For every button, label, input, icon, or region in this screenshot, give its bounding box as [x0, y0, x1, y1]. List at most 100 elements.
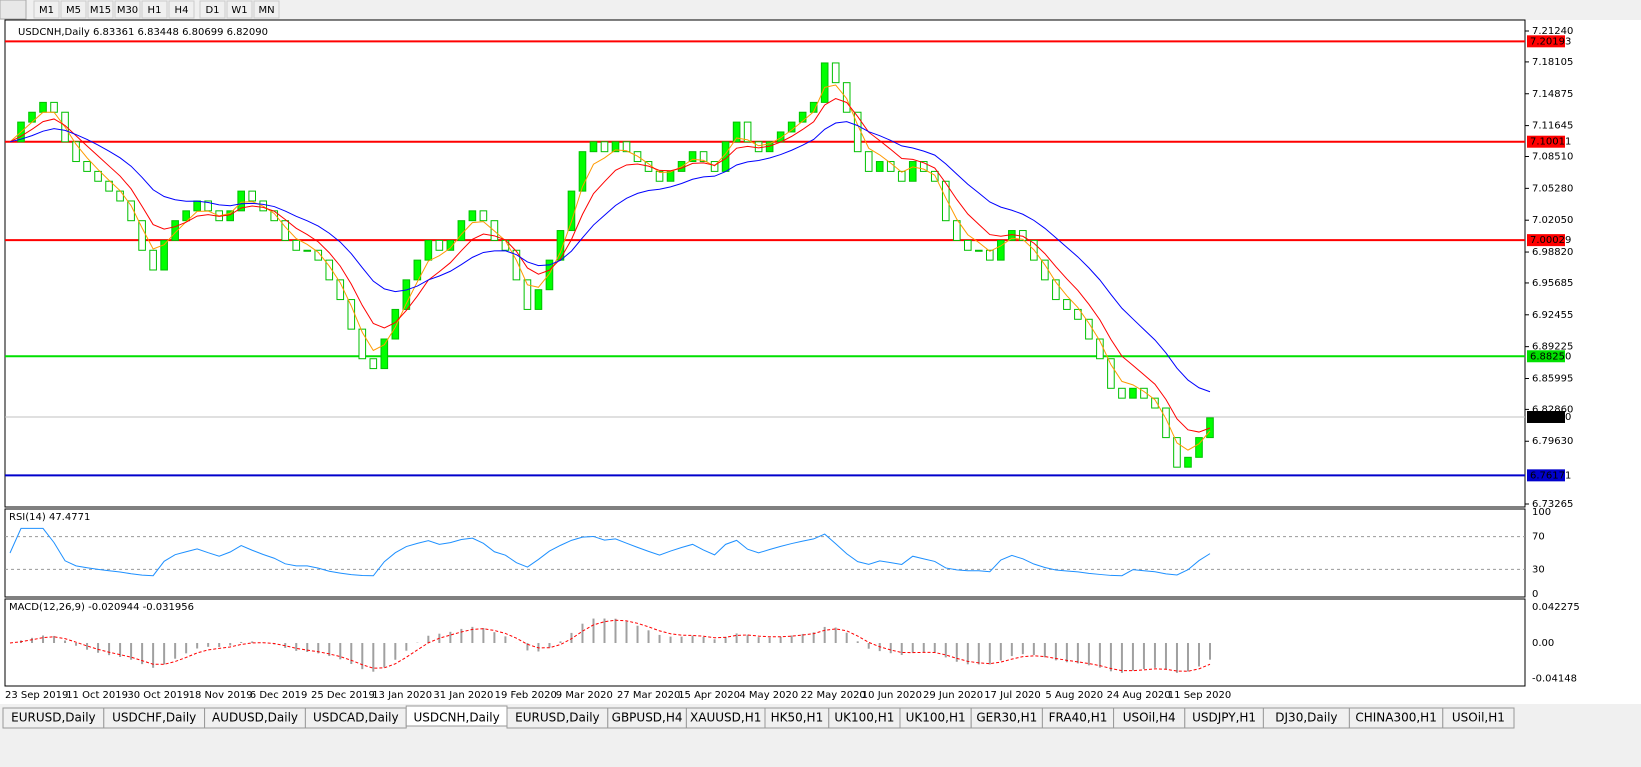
x-tick-label: 27 Mar 2020	[617, 690, 680, 701]
level-label: 6.88250	[1530, 351, 1571, 362]
candle	[402, 279, 411, 310]
y-tick-label: 7.11645	[1532, 121, 1573, 132]
candle	[600, 141, 609, 153]
candle	[699, 151, 708, 163]
y-tick-label: 6.89225	[1532, 342, 1573, 353]
x-tick-label: 23 Sep 2019	[5, 690, 68, 701]
rsi-line	[9, 527, 1211, 577]
candle	[94, 170, 102, 182]
x-tick-label: 31 Jan 2020	[433, 690, 493, 701]
rsi-panel	[4, 508, 1526, 598]
tab-label: EURUSD,Daily	[515, 711, 600, 725]
x-tick-label: 5 Aug 2020	[1045, 690, 1103, 701]
y-tick-label: 0.00	[1532, 638, 1554, 649]
candle	[1129, 387, 1137, 399]
timeframe-button[interactable]	[253, 0, 280, 19]
y-tick-label: 6.82860	[1532, 404, 1573, 415]
candle	[248, 190, 257, 202]
candle	[743, 121, 752, 143]
candle	[116, 190, 124, 202]
candle	[105, 180, 113, 192]
candle	[413, 259, 422, 281]
tab-label: USDCAD,Daily	[313, 711, 399, 725]
candle	[710, 161, 719, 172]
level-label-box	[1527, 234, 1565, 247]
candle	[1041, 259, 1049, 281]
timeframe-label: M5	[66, 5, 81, 16]
y-tick-label: 6.85995	[1532, 373, 1573, 384]
candle	[611, 141, 620, 153]
level-label: 7.20193	[1530, 36, 1571, 47]
tab-label: DJ30,Daily	[1275, 711, 1337, 725]
candle	[952, 220, 961, 241]
level-label-box	[1527, 469, 1565, 482]
toolbar-menu[interactable]	[0, 0, 27, 20]
timeframe-button[interactable]	[168, 0, 195, 19]
tab-label: GER30,H1	[976, 711, 1037, 725]
x-tick-label: 10 Jun 2020	[862, 690, 922, 701]
tab-label: USOil,H4	[1123, 711, 1176, 725]
level-label: 6.76171	[1530, 470, 1571, 481]
main-panel	[4, 19, 1526, 508]
tab-label: UK100,H1	[906, 711, 966, 725]
candle	[1140, 387, 1148, 399]
candle	[50, 101, 58, 113]
candle	[72, 141, 80, 163]
candle	[1052, 279, 1060, 301]
candle	[1063, 299, 1071, 310]
candle	[468, 210, 477, 222]
x-tick-label: 4 May 2020	[739, 690, 798, 701]
timeframe-button[interactable]	[226, 0, 253, 19]
tab-label: USOil,H1	[1452, 711, 1505, 725]
tab[interactable]	[1442, 707, 1515, 729]
y-tick-label: 7.05280	[1532, 183, 1573, 194]
candle	[578, 151, 587, 192]
x-tick-label: 15 Apr 2020	[678, 690, 740, 701]
candle	[732, 121, 741, 143]
y-tick-label: 6.95685	[1532, 278, 1573, 289]
candle	[138, 220, 146, 251]
timeframe-button[interactable]	[33, 0, 60, 19]
candle	[1085, 318, 1093, 340]
candle	[83, 161, 91, 172]
candle	[303, 249, 312, 252]
candle	[545, 259, 554, 291]
candle	[347, 299, 356, 330]
candle	[1118, 387, 1126, 399]
candle	[997, 239, 1005, 261]
candle	[446, 239, 455, 251]
tab-label: USDCNH,Daily	[413, 711, 499, 725]
timeframe-label: H4	[175, 5, 189, 16]
candle	[975, 249, 983, 252]
candle	[688, 151, 697, 163]
y-tick-label: 0	[1532, 589, 1538, 600]
candle	[314, 249, 323, 261]
x-tick-label: 18 Nov 2019	[189, 690, 253, 701]
level-label: 7.10011	[1530, 137, 1571, 148]
x-tick-label: 6 Dec 2019	[250, 690, 308, 701]
y-tick-label: 0.042275	[1532, 602, 1580, 613]
timeframe-button[interactable]	[199, 0, 226, 19]
y-tick-label: 6.73265	[1532, 499, 1573, 510]
candle	[908, 161, 917, 182]
timeframe-button[interactable]	[60, 0, 87, 19]
candle	[424, 239, 433, 261]
macd-signal	[9, 619, 1211, 672]
timeframe-label: D1	[205, 5, 219, 16]
candle	[1151, 397, 1159, 409]
timeframe-label: M30	[117, 5, 138, 16]
timeframe-button[interactable]	[141, 0, 168, 19]
candle	[567, 190, 576, 232]
candle	[39, 101, 47, 113]
candle	[1184, 456, 1192, 468]
tab-label: GBPUSD,H4	[612, 711, 683, 725]
candle	[897, 170, 906, 182]
candle	[171, 220, 179, 241]
timeframe-button[interactable]	[87, 0, 114, 19]
timeframe-button[interactable]	[114, 0, 141, 19]
candle	[853, 111, 862, 153]
timeframe-label: H1	[148, 5, 162, 16]
y-tick-label: 30	[1532, 564, 1545, 575]
timeframe-label: MN	[258, 5, 274, 16]
